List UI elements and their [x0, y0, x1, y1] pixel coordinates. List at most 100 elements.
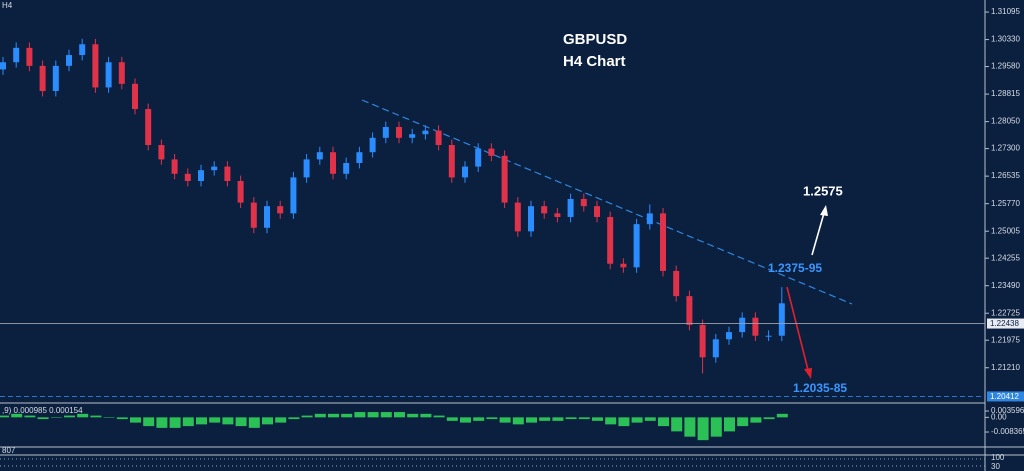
y-tick-label: 1.22725 — [991, 308, 1020, 317]
histogram-bar — [460, 417, 471, 423]
candle-body — [594, 206, 600, 217]
candle-body — [739, 317, 746, 333]
histogram-bar — [578, 417, 590, 420]
histogram-bar — [235, 417, 247, 427]
candle-body — [501, 155, 508, 203]
candle-body — [528, 206, 534, 232]
candle-body — [607, 216, 614, 264]
oscillator-label: 807 — [2, 446, 16, 455]
candle-body — [277, 206, 284, 214]
candle-body — [303, 159, 310, 178]
histogram-bar — [433, 415, 445, 418]
histogram-bar — [710, 417, 722, 437]
price-label: 1.22438 — [990, 319, 1019, 328]
candle-body — [290, 177, 297, 214]
candle-body — [0, 62, 6, 70]
candle-body — [396, 127, 402, 138]
candle-body — [435, 130, 442, 146]
histogram-bar — [77, 413, 89, 418]
chart-subtitle: H4 Chart — [563, 53, 626, 70]
y-tick-label: 1.30330 — [991, 35, 1020, 44]
histogram-bar — [565, 417, 577, 420]
candle-body — [514, 202, 521, 232]
histogram-bar — [37, 417, 49, 420]
candle-body — [26, 47, 33, 66]
candle-body — [224, 166, 231, 181]
histogram-bar — [618, 417, 630, 427]
histogram-bar — [103, 417, 115, 418]
histogram-bar — [248, 417, 260, 428]
histogram-bar — [644, 417, 656, 421]
histogram-bar — [750, 417, 762, 423]
candle-body — [237, 180, 244, 203]
histogram-bar — [116, 417, 128, 420]
histogram-bar — [367, 412, 379, 418]
timeframe-label: H4 — [2, 1, 13, 10]
candle-body — [39, 65, 46, 92]
y-tick-label: 1.26535 — [991, 171, 1020, 180]
histogram-bar — [380, 412, 392, 418]
candle-body — [620, 263, 627, 268]
arrow-up — [811, 212, 825, 256]
y-tick-label: 1.23490 — [991, 281, 1020, 290]
histogram-bar — [288, 417, 300, 420]
histogram-bar — [763, 417, 775, 420]
oscillator-tick-label: 100 — [991, 453, 1005, 462]
candle-body — [726, 332, 732, 340]
histogram-bar — [512, 417, 524, 425]
candle-body — [92, 44, 99, 88]
histogram-bar — [301, 415, 313, 418]
y-tick-label: 1.21210 — [991, 363, 1020, 372]
candle-body — [686, 296, 693, 325]
candle-body — [13, 47, 20, 63]
candle-body — [158, 145, 165, 160]
annotation: 1.2375-95 — [768, 261, 822, 275]
candle-body — [580, 198, 587, 207]
y-tick-label: 1.25770 — [991, 199, 1020, 208]
histogram-bar — [262, 417, 273, 425]
candle-body — [646, 213, 653, 225]
arrow-head — [804, 368, 812, 379]
histogram-bar — [684, 417, 696, 437]
histogram-bar — [0, 415, 9, 418]
histogram-bar — [169, 417, 181, 428]
y-tick-label: 0.003596 — [991, 406, 1024, 415]
histogram-bar — [90, 415, 102, 418]
histogram-bar — [64, 415, 75, 418]
candle-body — [343, 162, 350, 174]
indicator-label: ,9) 0.000985 0.000154 — [2, 406, 83, 415]
annotation: 1.2035-85 — [793, 381, 847, 395]
candle-body — [673, 270, 680, 297]
histogram-bar — [631, 417, 643, 423]
candle-body — [198, 170, 204, 181]
price-label: 1.20412 — [990, 392, 1019, 401]
candle-body — [52, 65, 59, 92]
candle-body — [118, 62, 125, 84]
candle-body — [541, 206, 548, 214]
candle-body — [171, 159, 178, 174]
arrow-head — [820, 205, 828, 216]
candle-body — [462, 166, 468, 178]
histogram-bar — [143, 417, 155, 427]
y-tick-label: 0.00 — [991, 412, 1007, 421]
histogram-bar — [275, 417, 287, 423]
y-tick-label: 1.21975 — [991, 335, 1020, 344]
histogram-bar — [526, 417, 537, 423]
histogram-bar — [486, 417, 498, 420]
y-tick-label: 1.28050 — [991, 117, 1020, 126]
histogram-bar — [776, 413, 788, 418]
histogram-bar — [658, 417, 669, 427]
histogram-bar — [605, 417, 617, 425]
candle-body — [409, 134, 416, 138]
candle-body — [66, 55, 72, 66]
candle-body — [264, 206, 270, 228]
histogram-bar — [24, 415, 36, 418]
histogram-bar — [394, 412, 405, 418]
candle-body — [699, 324, 706, 358]
histogram-bar — [209, 417, 221, 423]
candle-body — [475, 148, 482, 167]
y-tick-label: 1.27300 — [991, 144, 1020, 153]
annotation: 1.2575 — [803, 183, 843, 198]
price-label-box — [987, 391, 1024, 402]
candle-body — [567, 198, 574, 217]
